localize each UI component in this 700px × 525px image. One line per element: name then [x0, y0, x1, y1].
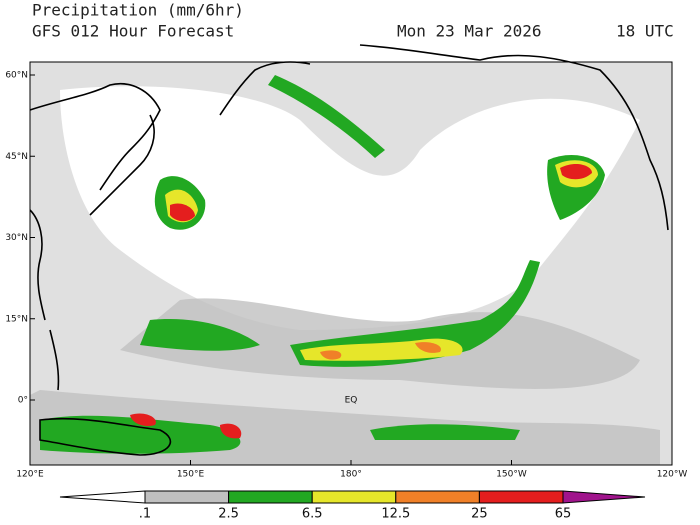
- colorbar-high: [562, 490, 646, 504]
- lon-tick-label: 150°E: [177, 470, 205, 480]
- lon-tick-label: 150°W: [496, 470, 527, 480]
- lat-tick-label: 60°N: [5, 71, 28, 81]
- lat-tick-label: 0°: [18, 396, 28, 406]
- lat-tick-label: 45°N: [5, 152, 28, 162]
- date: Mon 23 Mar 2026: [397, 22, 542, 41]
- subtitle: GFS 012 Hour Forecast: [32, 22, 234, 41]
- colorbar-segment: [144, 490, 230, 504]
- title: Precipitation (mm/6hr): [32, 1, 244, 20]
- precip-field: [30, 62, 672, 465]
- colorbar-segment: [395, 490, 480, 504]
- colorbar-segment: [478, 490, 564, 504]
- colorbar-label: 25: [471, 507, 488, 522]
- lon-tick-label: 120°E: [16, 470, 44, 480]
- colorbar-label: 65: [555, 507, 572, 522]
- colorbar-segment: [311, 490, 397, 504]
- colorbar-label: .1: [139, 507, 151, 522]
- lat-tick-label: 15°N: [5, 314, 28, 324]
- time: 18 UTC: [616, 22, 674, 41]
- lon-tick-label: 180°: [340, 470, 362, 480]
- lat-tick-label: 30°N: [5, 233, 28, 243]
- colorbar-segment: [228, 490, 313, 504]
- equator-label: EQ: [345, 396, 358, 406]
- colorbar-label: 12.5: [381, 507, 410, 522]
- lon-tick-label: 120°W: [657, 470, 688, 480]
- colorbar-label: 6.5: [302, 507, 323, 522]
- colorbar-low: [59, 490, 146, 504]
- colorbar-label: 2.5: [218, 507, 239, 522]
